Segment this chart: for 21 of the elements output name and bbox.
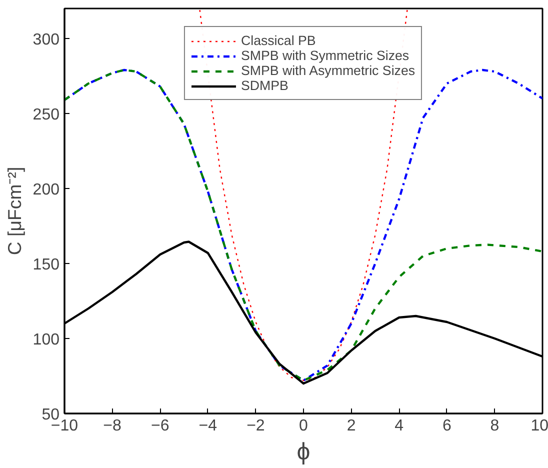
x-tick-label: 8 [490,418,500,434]
x-axis-title: ϕ [296,438,310,466]
x-tick-label: 4 [394,418,404,434]
x-tick-label: −4 [198,418,218,434]
x-tick-label: 0 [299,418,308,434]
legend-label: SDMPB [240,78,288,93]
y-tick-label: 200 [32,182,60,198]
y-tick-label: 300 [32,32,60,48]
y-axis-title: C [μFcm⁻²] [4,166,25,256]
legend-label: SMPB with Asymmetric Sizes [240,63,416,78]
y-tick-label: 100 [32,332,60,348]
legend-label: SMPB with Symmetric Sizes [240,48,410,63]
y-tick-label: 150 [32,256,60,274]
x-tick-label: 6 [442,418,452,434]
x-tick-label: −6 [150,418,170,434]
x-tick-label: 2 [346,418,356,434]
x-tick-label: −8 [103,418,122,434]
x-tick-label: 10 [530,418,548,434]
y-tick-label: 250 [32,106,60,124]
legend-label: Classical PB [240,33,316,48]
x-tick-label: −2 [246,418,265,434]
